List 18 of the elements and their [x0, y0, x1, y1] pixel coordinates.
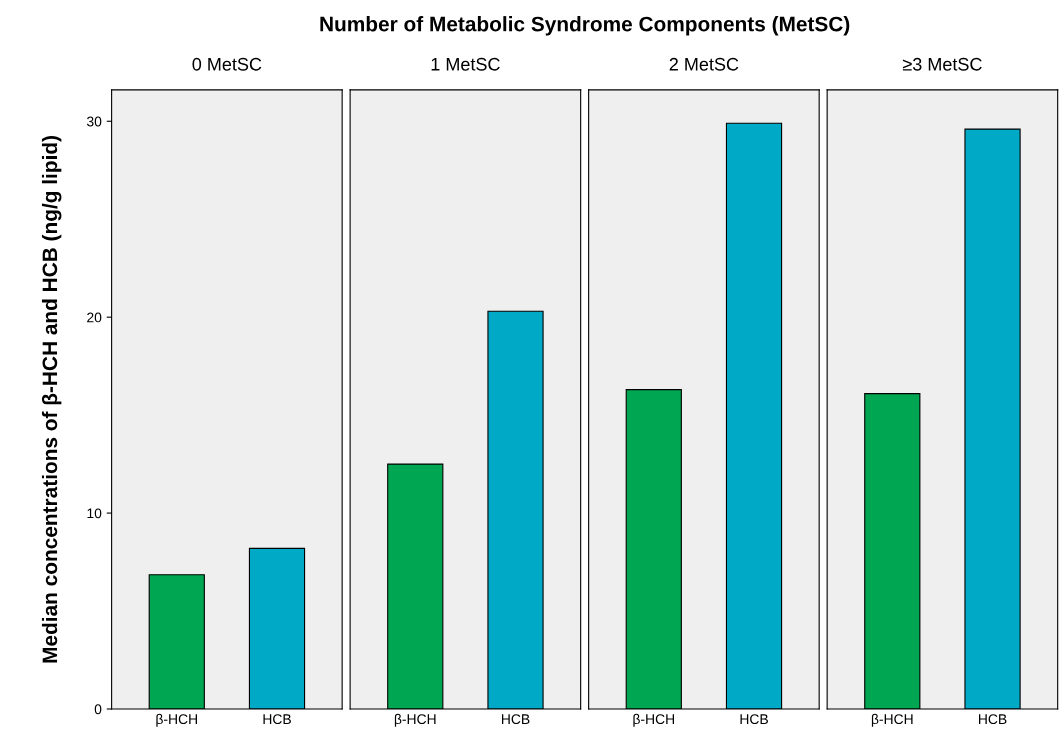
- y-tick-label: 10: [87, 508, 102, 519]
- x-tick-label: β-HCH: [633, 713, 675, 727]
- x-tick-label: HCB: [979, 714, 1007, 725]
- chart-title: ≥3 MetSC: [902, 57, 982, 71]
- x-tick-label: HCB: [501, 714, 530, 725]
- chart-title: 0 MetSC: [192, 57, 262, 71]
- x-tick-label: β-HCH: [156, 713, 197, 727]
- y-tick-label: 20: [87, 312, 102, 323]
- y-tick-label: 30: [86, 116, 102, 127]
- y-axis-title: Median concentrations of β-HCH and HCB (ng/g lipid): [41, 136, 62, 663]
- chart-title: 2 MetSC: [669, 57, 739, 71]
- x-tick-label: β-HCH: [871, 713, 913, 727]
- y-tick-label: 0: [94, 704, 102, 715]
- x-tick-label: β-HCH: [394, 713, 436, 727]
- text: Number of Metabolic Syndrome Components (MetSC): [320, 16, 850, 36]
- chart-title: 1 MetSC: [431, 57, 500, 71]
- x-tick-label: HCB: [263, 714, 291, 725]
- x-tick-label: HCB: [740, 714, 768, 725]
